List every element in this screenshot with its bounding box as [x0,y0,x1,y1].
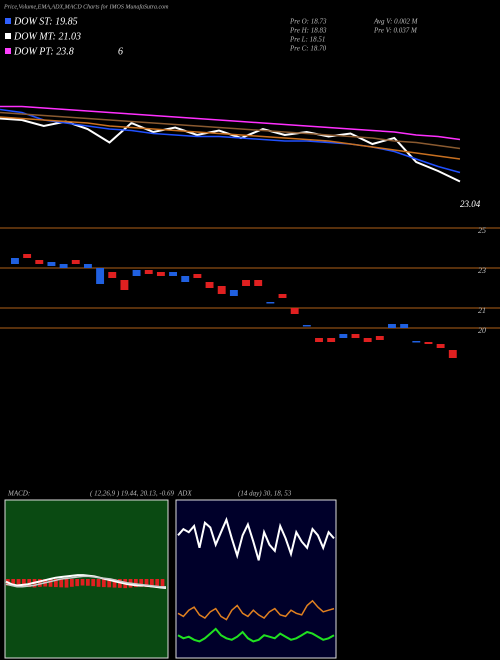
macd-hist-bar [54,579,58,588]
macd-hist-bar [155,579,160,588]
adx-label: ADX [177,490,192,498]
series-line [5,575,166,588]
candle [351,334,360,338]
info: Pre H: 18.83 [289,27,327,35]
y-tick-label: 23 [478,266,486,275]
series-line [5,574,167,589]
macd-hist-bar [86,579,90,586]
candle [266,302,275,304]
candle [132,270,141,276]
candle [388,324,396,328]
legend-label: DOW PT: 23.8 [13,46,74,57]
macd-hist-bar [160,579,165,588]
macd-hist-bar [107,579,112,588]
macd-hist-bar [96,579,101,587]
candle [47,262,56,266]
macd-hist-bar [38,579,42,587]
series-line [0,111,461,150]
macd-hist-bar [11,579,16,587]
macd-hist-bar [80,579,85,586]
candle [71,260,80,264]
candle [217,286,226,294]
legend-label: DOW MT: 21.03 [13,31,81,42]
macd-hist-bar [102,579,106,588]
candle [327,338,336,342]
candle [254,280,263,286]
candle [108,272,117,278]
macd-hist-bar [70,579,74,587]
candle [278,294,287,298]
candle [96,268,105,284]
candle [242,280,250,286]
y-tick-label: 21 [478,306,486,315]
macd-hist-bar [64,579,69,588]
candle [11,258,19,264]
y-tick-label: 25 [478,226,486,235]
legend-swatch [5,18,11,24]
series-line [177,516,335,561]
macd-hist-bar [150,579,154,588]
volume-info: Avg V: 0.002 M [373,18,419,26]
candle [229,290,238,296]
candle [400,324,409,328]
macd-hist-bar [144,579,149,588]
candle [169,272,178,276]
info: Pre O: 18.73 [289,18,327,26]
legend-note: 6 [118,46,123,57]
series-line [177,599,335,621]
candle [205,282,214,288]
candle [120,280,129,290]
macd-hist-bar [139,579,144,587]
candle [181,276,190,282]
candle [193,274,202,278]
macd-hist-bar [48,579,53,587]
series-line [0,116,461,160]
series-line [177,627,335,643]
macd-label: MACD: [7,490,30,498]
volume-info: Pre V: 0.037 M [373,27,418,35]
macd-hist-bar [16,579,21,587]
page-title: Price,Volume,EMA,ADX,MACD Charts for IMO… [3,3,169,10]
candle [59,264,68,268]
candle [23,254,32,258]
macd-params: ( 12,26,9 ) 19.44, 20.13, -0.69 [90,490,174,498]
candle [363,338,372,342]
macd-hist-bar [134,579,138,588]
adx-params: (14 day) 30, 18, 53 [238,490,292,498]
candle [315,338,323,342]
candle [375,336,384,340]
legend-swatch [5,33,11,39]
info: Pre L: 18.51 [289,36,325,44]
macd-hist-bar [112,579,117,588]
candle [83,264,92,268]
candle [424,342,433,344]
candle [290,308,299,314]
last-price: 23.04 [460,199,481,209]
candle [436,344,445,348]
candle [302,325,311,327]
legend-label: DOW ST: 19.85 [13,16,78,27]
candle [35,260,44,264]
series-line [0,105,461,141]
candle [156,272,165,276]
legend-swatch [5,48,11,54]
info: Pre C: 18.70 [289,45,327,53]
candle [448,350,457,358]
candle [412,341,421,343]
macd-hist-bar [91,579,96,587]
macd-hist-bar [22,579,26,587]
y-tick-label: 20 [478,326,486,335]
macd-hist-bar [59,579,64,588]
macd-hist-bar [75,579,80,587]
candle [339,334,348,338]
candle [144,270,153,274]
